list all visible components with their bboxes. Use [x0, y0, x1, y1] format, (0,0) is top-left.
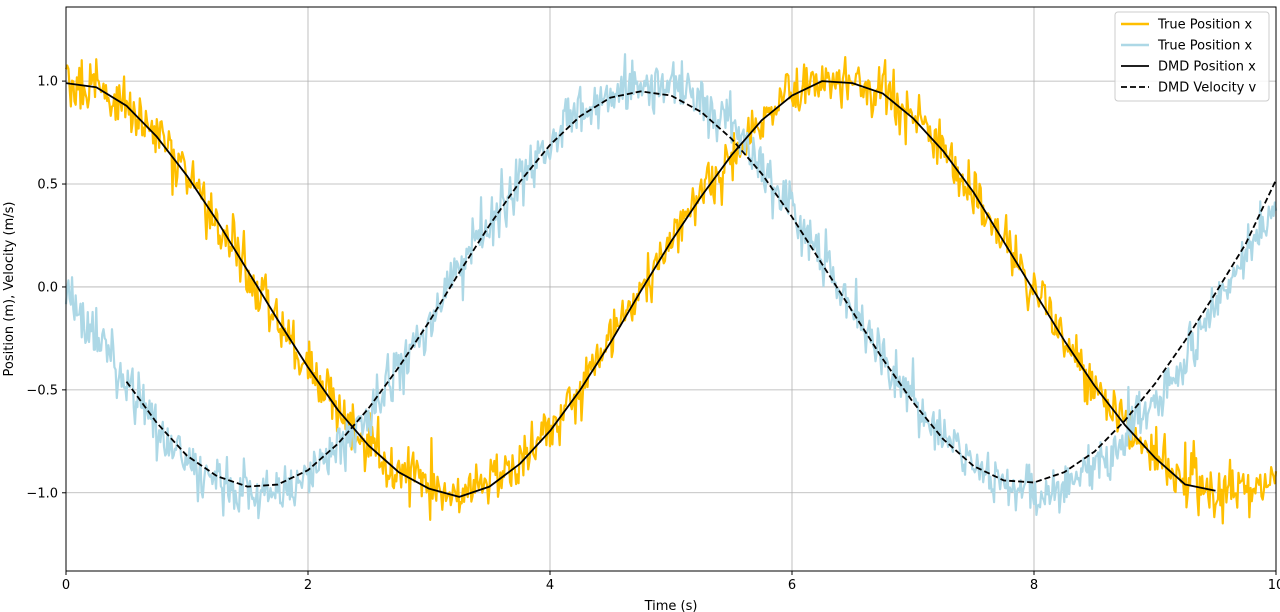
x-tick-label: 8 — [1030, 578, 1038, 593]
x-tick-label: 10 — [1268, 578, 1280, 593]
series-line-3 — [125, 90, 1277, 488]
x-tick-label: 0 — [62, 578, 70, 593]
legend-label: True Position x — [1157, 18, 1252, 33]
legend-label: DMD Velocity v — [1158, 81, 1256, 96]
x-tick-label: 6 — [788, 578, 796, 593]
x-tick-label: 2 — [304, 578, 312, 593]
series-line-1 — [64, 53, 1278, 520]
legend: True Position x True Position x DMD Positi… — [1114, 11, 1270, 102]
axis-ticks: 0 2 4 6 8 10 −1.0 −0.5 0.0 0.5 1.0 — [26, 75, 1280, 593]
plot-series — [64, 53, 1278, 525]
y-tick-label: 0.5 — [37, 178, 58, 193]
y-axis-label: Position (m), Velocity (m/s) — [2, 202, 17, 377]
legend-label: DMD Position x — [1158, 60, 1256, 75]
series-line-2 — [65, 80, 1216, 498]
x-tick-label: 4 — [546, 578, 554, 593]
legend-label: True Position x — [1157, 39, 1252, 54]
y-tick-label: 1.0 — [37, 75, 58, 90]
legend-box — [1114, 11, 1270, 102]
y-tick-label: −1.0 — [26, 486, 58, 501]
y-tick-label: 0.0 — [37, 280, 58, 295]
series-line-0 — [64, 56, 1278, 525]
plot-frame — [65, 6, 1277, 572]
x-axis-label: Time (s) — [644, 599, 698, 612]
y-tick-label: −0.5 — [26, 383, 58, 398]
